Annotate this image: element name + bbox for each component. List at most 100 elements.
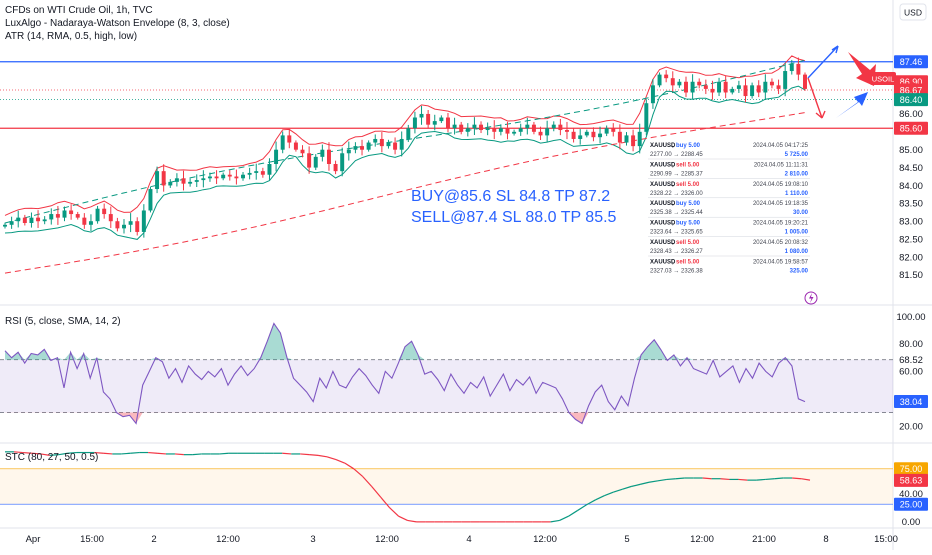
candle-body[interactable] bbox=[518, 128, 523, 132]
price-badge[interactable] bbox=[894, 55, 928, 69]
stc-segment[interactable] bbox=[40, 453, 50, 456]
trade-row[interactable]: XAUUSD, sell 5.00 2024.04.05 19:08:10 2328… bbox=[648, 182, 810, 199]
candle-body[interactable] bbox=[730, 88, 735, 93]
candle-body[interactable] bbox=[161, 171, 166, 186]
candle-body[interactable] bbox=[538, 131, 543, 136]
candle-body[interactable] bbox=[571, 131, 576, 139]
candle-body[interactable] bbox=[340, 153, 345, 172]
trade-row[interactable]: XAUUSD, sell 5.00 2024.04.05 20:08:32 2328… bbox=[648, 240, 810, 257]
candle-body[interactable] bbox=[241, 174, 245, 179]
stc-segment[interactable] bbox=[738, 478, 748, 481]
candle-body[interactable] bbox=[604, 128, 609, 134]
candle-body[interactable] bbox=[591, 131, 596, 138]
candle-body[interactable] bbox=[399, 138, 404, 150]
stc-segment[interactable] bbox=[309, 454, 319, 456]
candle-body[interactable] bbox=[280, 135, 285, 150]
stc-segment[interactable] bbox=[595, 495, 605, 501]
candle-body[interactable] bbox=[307, 153, 312, 168]
stc-segment[interactable] bbox=[326, 456, 337, 461]
stc-segment[interactable] bbox=[550, 519, 560, 523]
candle-body[interactable] bbox=[723, 81, 728, 93]
stc-segment[interactable] bbox=[720, 478, 730, 481]
candle-body[interactable] bbox=[29, 217, 34, 223]
time-axis[interactable]: Apr 15:00 2 12:00 3 12:00 4 12:00 5 12:00 21:00 8 15… bbox=[26, 534, 898, 545]
stc-segment[interactable] bbox=[792, 477, 802, 480]
candle-body[interactable] bbox=[479, 124, 484, 131]
candle-body[interactable] bbox=[353, 146, 358, 150]
candle-body[interactable] bbox=[247, 172, 252, 175]
stc-segment[interactable] bbox=[774, 477, 784, 480]
candle-body[interactable] bbox=[565, 130, 569, 132]
candle-body[interactable] bbox=[373, 138, 378, 143]
candle-body[interactable] bbox=[274, 149, 279, 164]
stc-badge[interactable] bbox=[894, 497, 928, 511]
candle-body[interactable] bbox=[207, 176, 212, 179]
stc-segment[interactable] bbox=[148, 451, 158, 454]
stc-segment[interactable] bbox=[219, 452, 229, 455]
candle-body[interactable] bbox=[743, 85, 748, 97]
candle-body[interactable] bbox=[769, 81, 774, 86]
candlestick-series[interactable] bbox=[3, 57, 807, 238]
candle-body[interactable] bbox=[789, 63, 794, 72]
stc-segment[interactable] bbox=[559, 515, 569, 522]
candle-body[interactable] bbox=[333, 164, 338, 172]
candle-body[interactable] bbox=[293, 142, 298, 150]
chart-title[interactable]: CFDs on WTI Crude Oil, 1h, TVC bbox=[5, 5, 153, 16]
stc-segment[interactable] bbox=[103, 452, 113, 455]
candle-body[interactable] bbox=[168, 181, 173, 186]
candle-body[interactable] bbox=[697, 81, 702, 86]
candle-body[interactable] bbox=[234, 176, 239, 179]
candle-body[interactable] bbox=[796, 63, 801, 75]
stc-segment[interactable] bbox=[639, 481, 650, 485]
stc-segment[interactable] bbox=[604, 491, 614, 497]
stc-segment[interactable] bbox=[362, 476, 373, 487]
stc-segment[interactable] bbox=[157, 452, 167, 455]
candle-body[interactable] bbox=[393, 142, 398, 150]
candle-body[interactable] bbox=[776, 85, 781, 89]
candle-body[interactable] bbox=[598, 133, 603, 138]
stc-segment[interactable] bbox=[121, 452, 131, 455]
trade-row[interactable]: XAUUSD, buy 5.00 2024.04.05 19:18:35 2325.… bbox=[648, 201, 810, 218]
candle-body[interactable] bbox=[135, 221, 140, 232]
candle-body[interactable] bbox=[181, 178, 186, 184]
candle-body[interactable] bbox=[320, 149, 325, 157]
lightning-icon[interactable] bbox=[804, 291, 818, 305]
stc-legend[interactable]: STC (80, 27, 50, 0.5) bbox=[5, 452, 98, 463]
candle-body[interactable] bbox=[803, 74, 807, 89]
candle-body[interactable] bbox=[254, 171, 259, 173]
stc-segment[interactable] bbox=[389, 507, 399, 517]
candle-body[interactable] bbox=[82, 217, 87, 225]
candle-body[interactable] bbox=[432, 121, 437, 125]
candle-body[interactable] bbox=[16, 217, 21, 222]
candle-body[interactable] bbox=[650, 85, 655, 104]
arrow-up-line[interactable] bbox=[807, 45, 839, 79]
stc-segment[interactable] bbox=[192, 453, 202, 456]
candle-body[interactable] bbox=[617, 131, 622, 143]
candle-body[interactable] bbox=[221, 174, 226, 179]
stc-badge[interactable] bbox=[894, 473, 928, 487]
stc-segment[interactable] bbox=[800, 478, 811, 481]
candle-body[interactable] bbox=[459, 124, 464, 132]
candle-body[interactable] bbox=[631, 135, 636, 147]
rsi-current-badge[interactable] bbox=[894, 395, 928, 409]
stc-segment[interactable] bbox=[317, 454, 328, 458]
candle-body[interactable] bbox=[267, 164, 272, 175]
stc-segment[interactable] bbox=[353, 468, 364, 478]
candle-body[interactable] bbox=[379, 138, 384, 147]
stc-segment[interactable] bbox=[130, 451, 140, 454]
candle-body[interactable] bbox=[492, 128, 497, 132]
annotation-sell[interactable]: SELL@87.4 SL 88.0 TP 85.5 bbox=[411, 209, 617, 226]
trade-row[interactable]: XAUUSD, buy 5.00 2024.04.05 19:20:21 2323.… bbox=[648, 221, 810, 237]
candle-body[interactable] bbox=[227, 174, 232, 177]
candle-body[interactable] bbox=[664, 74, 669, 79]
candle-body[interactable] bbox=[670, 78, 675, 86]
candle-body[interactable] bbox=[525, 124, 530, 129]
stc-badge[interactable] bbox=[894, 462, 928, 476]
candle-body[interactable] bbox=[419, 113, 424, 118]
candle-body[interactable] bbox=[95, 208, 100, 222]
stc-segment[interactable] bbox=[577, 504, 587, 512]
candle-body[interactable] bbox=[703, 85, 708, 89]
price-badge[interactable] bbox=[894, 93, 928, 107]
candle-body[interactable] bbox=[412, 117, 417, 129]
candle-body[interactable] bbox=[584, 131, 589, 136]
